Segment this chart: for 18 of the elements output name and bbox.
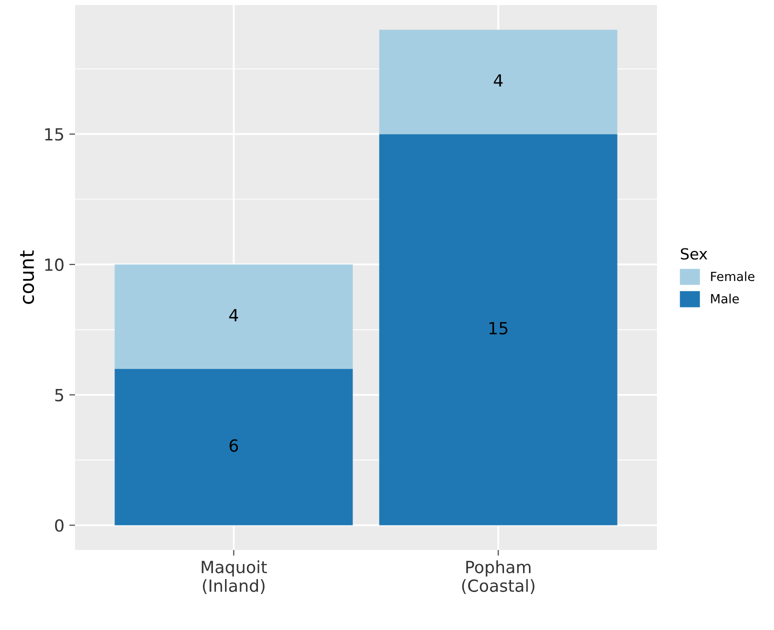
bar xyxy=(379,134,618,526)
data-label: 6 xyxy=(230,439,238,452)
legend-label: Female xyxy=(711,271,754,282)
y-tick-label: 0 xyxy=(55,519,64,532)
y-tick-label: 10 xyxy=(45,258,64,272)
legend-label: Male xyxy=(711,294,739,304)
y-tick-label: 15 xyxy=(45,128,64,141)
data-label: 4 xyxy=(229,309,238,322)
bar xyxy=(379,30,618,134)
data-label: 4 xyxy=(494,74,503,87)
x-tick-label: Maquoit (Inland) xyxy=(202,560,267,594)
y-axis-title: count xyxy=(20,250,34,304)
bar xyxy=(114,368,353,526)
legend-title: Sex xyxy=(680,248,708,260)
y-tick-label: 5 xyxy=(55,389,64,402)
data-label: 15 xyxy=(490,322,508,334)
x-tick-label: Popham (Coastal) xyxy=(462,560,534,594)
bar xyxy=(114,264,353,369)
